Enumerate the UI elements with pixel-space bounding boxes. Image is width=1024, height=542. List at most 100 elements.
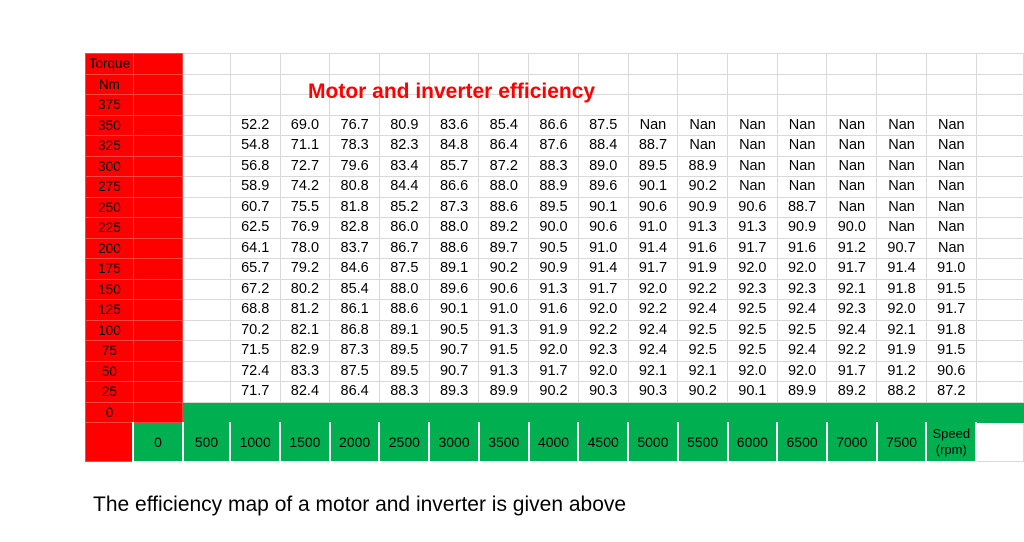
efficiency-value: 92.0	[627, 278, 679, 300]
speed-tick-label: 6000	[726, 422, 779, 462]
efficiency-value: 89.2	[478, 217, 530, 239]
efficiency-value: 90.1	[727, 381, 778, 403]
torque-tick-label: 50	[85, 360, 134, 382]
efficiency-value: 83.3	[279, 360, 331, 382]
efficiency-value: 87.5	[577, 114, 629, 136]
speed-axis-band	[229, 401, 281, 423]
efficiency-value: 91.0	[478, 299, 530, 321]
efficiency-value: Nan	[776, 176, 828, 198]
table-row: 250 60.7 75.5 81.8 85.2 87.3 88.6 89.5 90.1 90.6 9…	[85, 196, 1024, 218]
efficiency-value: 91.7	[826, 258, 878, 280]
efficiency-value: 71.5	[229, 340, 281, 362]
efficiency-value: 89.6	[428, 278, 480, 300]
efficiency-value: 89.2	[826, 381, 878, 403]
efficiency-value: 79.2	[279, 258, 331, 280]
speed-axis-band	[975, 401, 1024, 423]
red-axis-cell	[85, 422, 134, 462]
efficiency-value: 68.8	[229, 299, 281, 321]
efficiency-value: 52.2	[229, 114, 281, 136]
efficiency-value: 88.3	[528, 155, 579, 177]
torque-tick-label: 25	[85, 381, 134, 403]
efficiency-value: Nan	[776, 155, 828, 177]
efficiency-value: 90.1	[577, 196, 629, 218]
efficiency-value: 90.5	[528, 237, 579, 259]
efficiency-value: 90.5	[428, 319, 480, 341]
efficiency-value: 86.8	[329, 319, 380, 341]
x-axis-label: Speed (rpm)	[925, 422, 978, 462]
efficiency-value: 92.4	[627, 319, 679, 341]
efficiency-value: 91.5	[925, 278, 977, 300]
efficiency-value: 91.6	[528, 299, 579, 321]
efficiency-value: 90.3	[627, 381, 679, 403]
efficiency-value: 92.4	[826, 319, 878, 341]
efficiency-value: 92.1	[627, 360, 679, 382]
torque-tick-label: 325	[85, 135, 134, 157]
efficiency-value: 91.0	[577, 237, 629, 259]
efficiency-value: Nan	[925, 114, 977, 136]
speed-axis-band	[378, 401, 430, 423]
efficiency-value: 75.5	[279, 196, 331, 218]
efficiency-value: 78.3	[329, 135, 380, 157]
efficiency-value: 91.7	[727, 237, 778, 259]
efficiency-value: 86.6	[428, 176, 480, 198]
speed-tick-label: 3500	[477, 422, 530, 462]
torque-tick-label: 125	[85, 299, 134, 321]
efficiency-value: Nan	[925, 135, 977, 157]
torque-tick-label: 150	[85, 278, 134, 300]
efficiency-value: 89.5	[528, 196, 579, 218]
speed-tick-label: 5000	[627, 422, 679, 462]
efficiency-value: 88.6	[428, 237, 480, 259]
red-axis-cell	[132, 73, 184, 95]
efficiency-value: 64.1	[229, 237, 281, 259]
efficiency-value: 90.7	[428, 340, 480, 362]
efficiency-value: 92.5	[677, 340, 729, 362]
efficiency-value: 82.4	[279, 381, 331, 403]
speed-tick-label: 4000	[527, 422, 580, 462]
efficiency-value: 90.2	[478, 258, 530, 280]
red-axis-cell	[132, 258, 184, 280]
efficiency-value: 80.2	[279, 278, 331, 300]
efficiency-value: 88.0	[428, 217, 480, 239]
efficiency-value: 88.7	[776, 196, 828, 218]
table-row: 25 71.7 82.4 86.4 88.3 89.3 89.9 90.2 90.3 90.3 90…	[85, 381, 1024, 403]
efficiency-value: 84.8	[428, 135, 480, 157]
efficiency-value: 82.3	[378, 135, 430, 157]
efficiency-value: Nan	[925, 196, 977, 218]
speed-tick-label: 7500	[875, 422, 928, 462]
efficiency-value: 90.6	[925, 360, 977, 382]
efficiency-value: 87.5	[329, 360, 380, 382]
efficiency-value: 85.4	[478, 114, 530, 136]
efficiency-value: 91.7	[627, 258, 679, 280]
efficiency-value: 89.5	[378, 340, 430, 362]
red-axis-cell	[132, 217, 184, 239]
efficiency-value: 92.3	[727, 278, 778, 300]
efficiency-value: 92.0	[776, 258, 828, 280]
speed-axis-band	[826, 401, 878, 423]
efficiency-value: 89.7	[478, 237, 530, 259]
efficiency-value: 90.1	[428, 299, 480, 321]
efficiency-value: 92.0	[528, 340, 579, 362]
table-row: Torque	[85, 53, 1024, 75]
efficiency-value: 58.9	[229, 176, 281, 198]
efficiency-value: 83.6	[428, 114, 480, 136]
efficiency-value: Nan	[727, 114, 778, 136]
efficiency-value: 90.6	[627, 196, 679, 218]
efficiency-value: 69.0	[279, 114, 331, 136]
efficiency-value: 85.2	[378, 196, 430, 218]
efficiency-value: 91.5	[478, 340, 530, 362]
efficiency-value: 92.1	[826, 278, 878, 300]
efficiency-value: 90.9	[776, 217, 828, 239]
efficiency-value: 54.8	[229, 135, 281, 157]
efficiency-value: 87.5	[378, 258, 430, 280]
efficiency-value: 92.2	[826, 340, 878, 362]
speed-axis-band	[577, 401, 629, 423]
efficiency-value: 89.9	[478, 381, 530, 403]
efficiency-value: 89.0	[577, 155, 629, 177]
efficiency-value: 91.6	[677, 237, 729, 259]
efficiency-value: 85.7	[428, 155, 480, 177]
efficiency-value: 92.4	[677, 299, 729, 321]
speed-tick-label: 4500	[577, 422, 630, 462]
efficiency-value: 89.5	[378, 360, 430, 382]
efficiency-value: 92.2	[627, 299, 679, 321]
efficiency-value: Nan	[876, 155, 927, 177]
